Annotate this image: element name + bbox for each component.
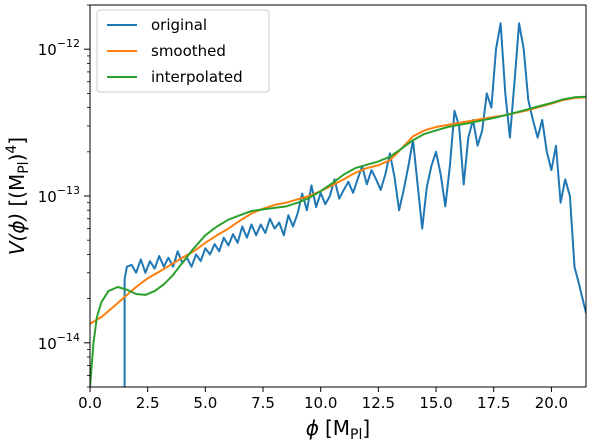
x-tick-label: 15.0 [419, 394, 452, 412]
x-tick-label: 7.5 [251, 394, 275, 412]
x-tick-label: 20.0 [535, 394, 568, 412]
x-tick-label: 17.5 [477, 394, 510, 412]
series-line-original [123, 22, 586, 387]
y-tick-label: 10−12 [38, 37, 80, 59]
legend-label-smoothed: smoothed [151, 42, 226, 60]
x-tick-label: 5.0 [193, 394, 217, 412]
y-tick-label: 10−14 [38, 331, 80, 353]
series-line-interpolated [90, 95, 586, 387]
y-axis-title: V(ϕ)[(MPl)4] [4, 137, 32, 255]
legend-label-original: original [151, 16, 207, 34]
x-tick-label: 2.5 [136, 394, 160, 412]
legend: original smoothed interpolated [96, 9, 270, 93]
x-axis-title: ϕ [MPl] [306, 416, 370, 443]
y-axis: 10−14 10−13 10−12 [38, 4, 90, 388]
x-axis: 0.0 2.5 5.0 7.5 10.0 12.5 15.0 17.5 20.0 [78, 387, 568, 412]
legend-box [96, 9, 270, 93]
y-tick-label: 10−13 [38, 184, 80, 206]
x-tick-label: 0.0 [78, 394, 102, 412]
x-tick-label: 12.5 [362, 394, 395, 412]
x-tick-label: 10.0 [304, 394, 337, 412]
series-layer [90, 22, 586, 387]
legend-label-interpolated: interpolated [151, 68, 243, 86]
